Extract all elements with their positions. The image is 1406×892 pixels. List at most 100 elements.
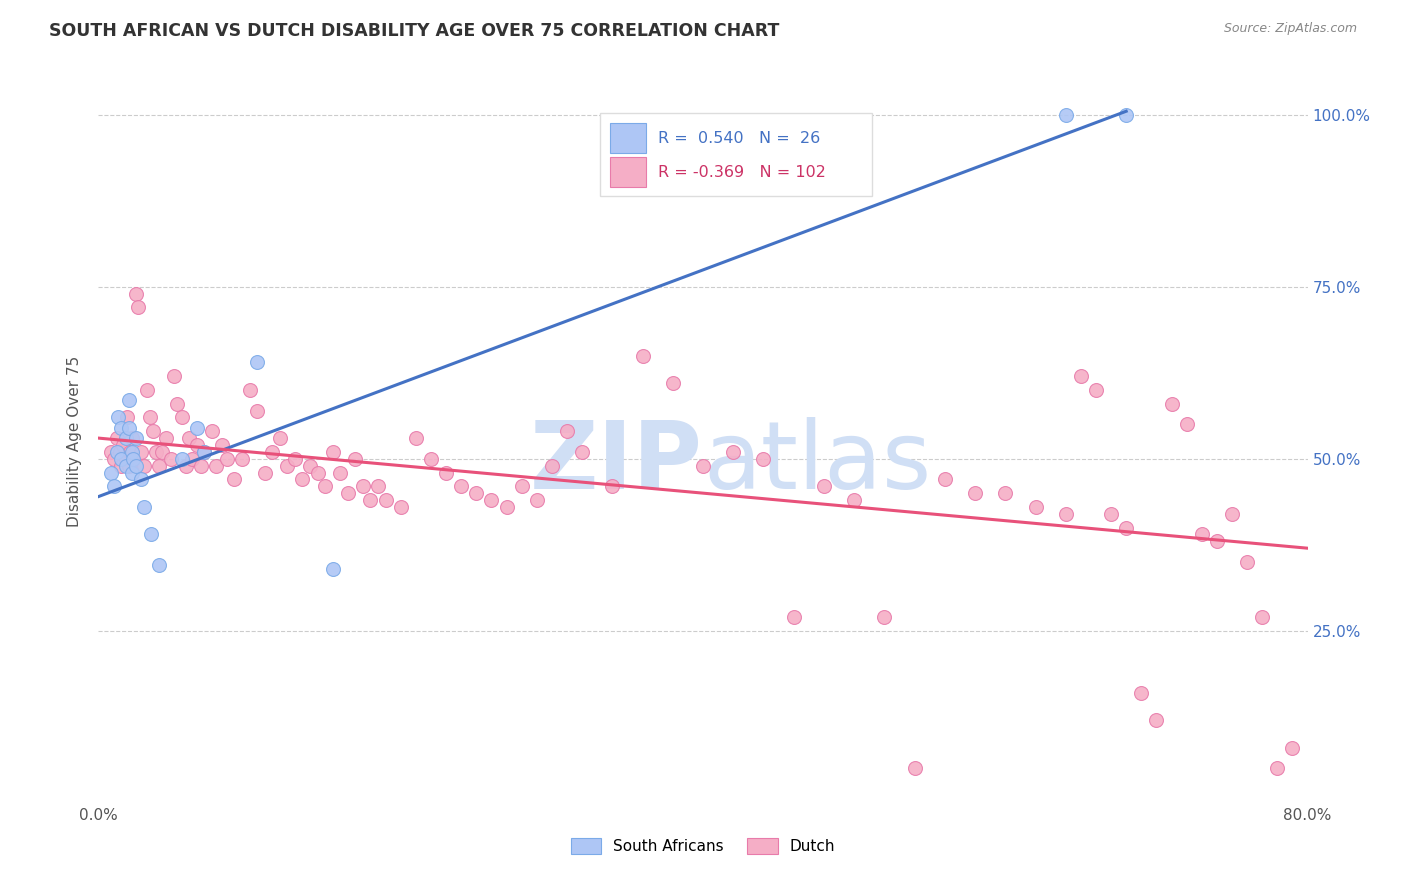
Point <box>526 493 548 508</box>
Point <box>148 558 170 573</box>
Point <box>276 458 298 473</box>
Point <box>783 610 806 624</box>
Point <box>122 451 145 466</box>
Point <box>465 486 488 500</box>
Point <box>139 410 162 425</box>
Point <box>190 458 212 473</box>
Point <box>1281 740 1303 755</box>
Point <box>434 466 457 480</box>
Point <box>108 445 131 459</box>
Point <box>141 527 163 541</box>
Point <box>873 610 896 624</box>
Point <box>1236 555 1258 569</box>
Point <box>752 451 775 466</box>
Point <box>110 458 132 473</box>
Point <box>692 458 714 473</box>
Point <box>127 301 149 315</box>
Point <box>103 479 125 493</box>
Point <box>129 472 152 486</box>
Point <box>135 383 157 397</box>
Point <box>1251 610 1274 624</box>
Point <box>904 761 927 775</box>
Point <box>118 393 141 408</box>
Point <box>934 472 956 486</box>
Point <box>174 458 197 473</box>
Text: ZIP: ZIP <box>530 417 703 509</box>
Point <box>100 445 122 459</box>
Point <box>571 445 593 459</box>
Point <box>360 493 382 508</box>
Point <box>322 445 344 459</box>
Point <box>352 479 374 493</box>
Point <box>1070 369 1092 384</box>
Point <box>262 445 284 459</box>
Legend: South Africans, Dutch: South Africans, Dutch <box>565 832 841 860</box>
Point <box>166 397 188 411</box>
Point <box>150 445 173 459</box>
Point <box>211 438 233 452</box>
Point <box>163 369 186 384</box>
Point <box>155 431 177 445</box>
Point <box>239 383 262 397</box>
Point <box>121 445 143 459</box>
Point <box>253 466 276 480</box>
Point <box>111 438 134 452</box>
Point <box>193 445 215 459</box>
Point <box>114 451 136 466</box>
Point <box>322 562 344 576</box>
Point <box>1024 500 1046 514</box>
Point <box>1115 108 1137 122</box>
Point <box>631 349 654 363</box>
Point <box>389 500 412 514</box>
Point <box>450 479 472 493</box>
Point <box>100 466 122 480</box>
Point <box>1175 417 1198 432</box>
Text: R =  0.540   N =  26: R = 0.540 N = 26 <box>658 130 821 145</box>
Point <box>125 458 148 473</box>
Point <box>1160 397 1182 411</box>
Point <box>103 451 125 466</box>
Point <box>170 410 193 425</box>
Point <box>215 451 238 466</box>
Point <box>299 458 322 473</box>
Point <box>1220 507 1243 521</box>
Point <box>1267 761 1289 775</box>
Point <box>291 472 314 486</box>
Point <box>129 445 152 459</box>
Point <box>105 431 128 445</box>
Point <box>1191 527 1213 541</box>
Point <box>1085 383 1108 397</box>
Point <box>142 424 165 438</box>
Point <box>307 466 329 480</box>
Point <box>110 421 132 435</box>
Point <box>110 451 132 466</box>
Point <box>1054 108 1077 122</box>
Text: R = -0.369   N = 102: R = -0.369 N = 102 <box>658 164 827 179</box>
Point <box>336 486 359 500</box>
Text: Source: ZipAtlas.com: Source: ZipAtlas.com <box>1223 22 1357 36</box>
Point <box>540 458 562 473</box>
Point <box>160 451 183 466</box>
Point <box>179 431 201 445</box>
FancyBboxPatch shape <box>610 123 647 153</box>
Point <box>965 486 987 500</box>
Text: atlas: atlas <box>703 417 931 509</box>
Point <box>1144 713 1167 727</box>
Point <box>107 410 129 425</box>
Point <box>1054 507 1077 521</box>
Point <box>284 451 307 466</box>
Point <box>120 445 142 459</box>
Point <box>420 451 443 466</box>
Point <box>145 445 167 459</box>
Point <box>125 431 148 445</box>
Text: SOUTH AFRICAN VS DUTCH DISABILITY AGE OVER 75 CORRELATION CHART: SOUTH AFRICAN VS DUTCH DISABILITY AGE OV… <box>49 22 779 40</box>
Point <box>121 431 143 445</box>
Point <box>118 458 141 473</box>
Point <box>186 438 208 452</box>
Point <box>602 479 624 493</box>
Point <box>1206 534 1229 549</box>
Point <box>844 493 866 508</box>
Point <box>105 445 128 459</box>
Point <box>1130 686 1153 700</box>
Point <box>510 479 533 493</box>
